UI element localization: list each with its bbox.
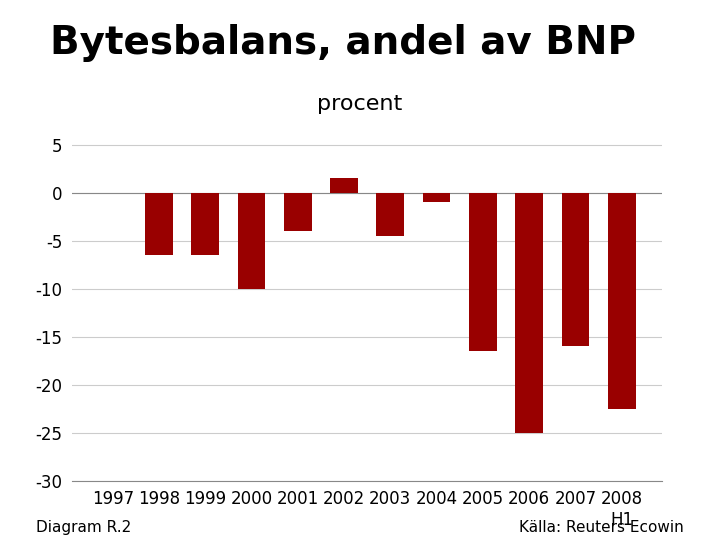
Bar: [423, 193, 451, 202]
Text: Diagram R.2: Diagram R.2: [36, 520, 131, 535]
Bar: [562, 193, 589, 346]
Bar: [469, 193, 497, 351]
Text: Bytesbalans, andel av BNP: Bytesbalans, andel av BNP: [50, 24, 636, 62]
Bar: [284, 193, 312, 231]
Bar: [330, 178, 358, 193]
Text: procent: procent: [318, 94, 402, 114]
Bar: [145, 193, 173, 255]
Bar: [516, 193, 543, 433]
Bar: [238, 193, 266, 288]
Bar: [608, 193, 636, 409]
Bar: [192, 193, 219, 255]
Bar: [377, 193, 404, 236]
Text: Källa: Reuters Ecowin: Källa: Reuters Ecowin: [519, 520, 684, 535]
